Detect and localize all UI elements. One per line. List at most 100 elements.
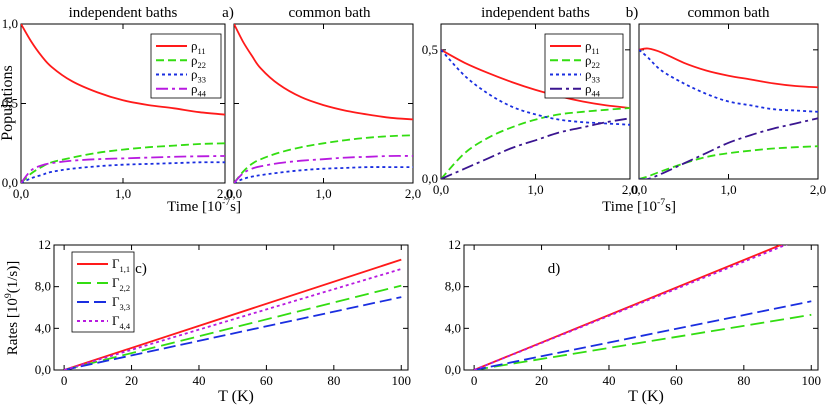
x-tick-label: 80 [737,373,750,388]
series-line-1 [21,24,225,116]
y-tick-label: 4,0 [35,320,51,335]
y-axis-label: Populations [0,65,16,141]
series-line-2 [441,107,630,179]
y-tick-label: 0,5 [2,96,18,111]
x-tick-label: 2,0 [622,182,638,197]
x-tick-label: 0,0 [631,182,647,197]
legend-label: ρ11 [191,38,206,56]
panel-title: common bath [687,5,770,21]
series-line-3 [473,300,812,370]
x-tick-label: 1,0 [720,182,736,197]
plot-frame [463,244,819,371]
x-tick-label: 0,0 [433,182,449,197]
y-tick-label: 0,5 [422,42,438,57]
chart-panel-4: 0,0 1,0 2,0 common bath b) [626,5,826,197]
legend-label: ρ33 [191,67,206,85]
x-tick-label: 60 [670,373,683,388]
y-tick-label: 8,0 [445,279,461,294]
x-tick-label: 100 [802,373,822,388]
panel-title: common bath [288,5,371,21]
series-group [639,47,818,179]
panel-label: b) [626,5,639,21]
y-axis-label: Rates [109(1/s)] [3,261,21,355]
x-tick-label: 1,0 [527,182,543,197]
y-tick-label: 12 [448,237,461,252]
y-tick-label: 0,0 [422,171,438,186]
y-tick-label: 8,0 [35,279,51,294]
series-line-1 [639,47,818,89]
x-tick-label: 60 [260,373,273,388]
x-tick-label: 1,0 [115,186,131,201]
series-line-4 [639,117,818,179]
y-tick-label: 0,0 [2,175,18,190]
series-line-2 [234,134,413,183]
y-tick-label: 12 [38,237,51,252]
legend: Γ1,1Γ2,2Γ3,3Γ4,4 [71,251,135,333]
series-line-1 [234,24,413,121]
x-axis-label: Time [10-7s] [167,197,241,215]
panel-title: independent baths [481,5,590,21]
x-tick-label: 2,0 [810,182,826,197]
series-line-3 [21,161,225,183]
x-tick-label: 0,0 [13,186,29,201]
plot-frame [53,244,409,371]
legend-label: ρ11 [585,38,600,56]
series-line-2 [473,313,812,370]
series-line-4 [441,117,630,179]
y-tick-label: 0,0 [35,362,51,377]
series-line-4 [234,155,413,183]
x-axis-label: T (K) [628,388,664,405]
panel-label: d) [548,261,561,277]
x-tick-label: 40 [192,373,205,388]
legend-box [71,251,135,333]
legend-label: ρ22 [191,52,206,70]
series-group [63,258,402,370]
x-tick-label: 40 [602,373,615,388]
legend-label: Γ3,3 [112,294,130,312]
x-tick-label: 1,0 [315,186,331,201]
chart-panel-6: 0 20 40 60 80 100 0,0 4,0 8,0 12 d) T (K) [445,237,822,405]
x-tick-label: 20 [535,373,548,388]
chart-panel-5: 0 20 40 60 80 100 0,0 4,0 8,0 12 c) Rates [109(1/s)… [3,237,411,405]
legend-label: Γ2,2 [112,275,130,293]
series-group [441,49,630,179]
y-tick-label: 1,0 [2,16,18,31]
x-tick-label: 20 [125,373,138,388]
legend-label: ρ44 [585,81,601,99]
x-tick-label: 100 [392,373,412,388]
legend-label: ρ44 [191,81,207,99]
series-line-1 [441,49,630,109]
series-group [234,24,413,183]
series-line-4 [21,155,225,183]
series-line-4 [63,268,402,370]
x-tick-label: 0,0 [226,186,242,201]
legend-box [544,33,624,99]
x-tick-label: 0 [61,373,68,388]
series-line-4 [473,245,788,370]
chart-panel-2: 0,0 1,0 2,0 common bath a) [222,5,421,201]
series-line-2 [63,284,402,370]
panel-label: a) [222,5,234,21]
series-line-2 [639,145,818,179]
panel-title: independent baths [69,5,178,21]
series-group [21,24,225,183]
panel-label: c) [135,261,147,277]
series-line-2 [21,142,225,183]
x-tick-label: 0 [471,373,478,388]
legend-label: ρ22 [585,52,600,70]
x-axis-label: Time [10-7s] [602,197,676,215]
series-group [473,245,812,370]
series-line-3 [234,166,413,183]
legend-label: ρ33 [585,67,600,85]
x-tick-label: 80 [327,373,340,388]
legend-label: Γ1,1 [112,256,130,274]
series-line-3 [63,296,402,370]
y-tick-label: 0,0 [445,362,461,377]
y-tick-label: 4,0 [445,320,461,335]
legend-box [150,33,222,99]
